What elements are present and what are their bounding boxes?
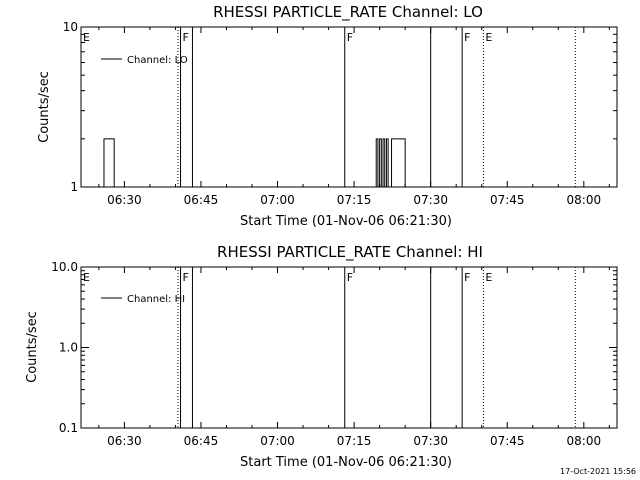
y-tick-label: 10 xyxy=(63,20,78,34)
legend: Channel: LO xyxy=(101,55,188,66)
chart-title: RHESSI PARTICLE_RATE Channel: LO xyxy=(213,3,483,22)
y-tick-label: 0.1 xyxy=(59,421,78,435)
y-tick-label: 1.0 xyxy=(59,341,78,355)
y-tick-label: 1 xyxy=(70,180,78,194)
x-tick-label: 08:00 xyxy=(567,434,602,448)
x-tick-label: 07:00 xyxy=(260,434,295,448)
event-label: F xyxy=(464,31,470,44)
x-tick-label: 07:30 xyxy=(413,434,448,448)
event-label: E xyxy=(485,271,492,284)
event-label: E xyxy=(83,31,90,44)
x-tick-label: 07:00 xyxy=(260,193,295,207)
x-tick-label: 06:30 xyxy=(107,193,142,207)
legend: Channel: HI xyxy=(101,294,185,305)
panel-lo: RHESSI PARTICLE_RATE Channel: LO Start T… xyxy=(37,3,618,229)
x-axis-label: Start Time (01-Nov-06 06:21:30) xyxy=(240,455,452,470)
panel-hi: RHESSI PARTICLE_RATE Channel: HI Start T… xyxy=(25,243,618,470)
y-tick-label: 10.0 xyxy=(51,260,78,274)
legend-label: Channel: LO xyxy=(127,55,188,66)
chart-title: RHESSI PARTICLE_RATE Channel: HI xyxy=(217,243,483,262)
y-axis-label: Counts/sec xyxy=(37,71,52,143)
event-label: F xyxy=(183,31,189,44)
x-tick-label: 07:15 xyxy=(337,434,372,448)
series-line xyxy=(98,138,407,188)
x-tick-label: 07:45 xyxy=(490,434,525,448)
x-tick-label: 07:45 xyxy=(490,193,525,207)
x-tick-label: 06:45 xyxy=(184,434,219,448)
x-tick-label: 08:00 xyxy=(567,193,602,207)
x-tick-label: 07:15 xyxy=(337,193,372,207)
x-axis-label: Start Time (01-Nov-06 06:21:30) xyxy=(240,214,452,229)
x-tick-label: 06:45 xyxy=(184,193,219,207)
x-tick-label: 07:30 xyxy=(413,193,448,207)
event-label: E xyxy=(83,271,90,284)
event-label: F xyxy=(464,271,470,284)
event-label: F xyxy=(183,271,189,284)
legend-label: Channel: HI xyxy=(127,294,185,305)
y-axis-label: Counts/sec xyxy=(25,311,40,383)
event-label: F xyxy=(347,31,353,44)
x-tick-label: 06:30 xyxy=(107,434,142,448)
event-label: F xyxy=(347,271,353,284)
timestamp: 17-Oct-2021 15:56 xyxy=(560,467,636,476)
event-label: E xyxy=(485,31,492,44)
